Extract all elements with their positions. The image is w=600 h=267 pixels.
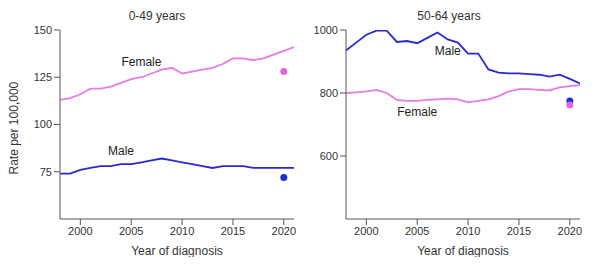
svg-text:75: 75 <box>40 166 52 178</box>
svg-text:2005: 2005 <box>119 225 143 237</box>
svg-text:2005: 2005 <box>405 225 429 237</box>
svg-text:800: 800 <box>320 87 338 99</box>
svg-text:2010: 2010 <box>456 225 480 237</box>
svg-text:Female: Female <box>397 105 437 119</box>
svg-text:Year of diagnosis: Year of diagnosis <box>417 244 509 257</box>
svg-text:2015: 2015 <box>221 225 245 237</box>
svg-text:Year of diagnosis: Year of diagnosis <box>131 244 223 257</box>
svg-text:600: 600 <box>320 150 338 162</box>
svg-text:2020: 2020 <box>272 225 296 237</box>
svg-text:Female: Female <box>121 55 161 69</box>
svg-text:150: 150 <box>34 24 52 36</box>
svg-text:Male: Male <box>435 44 461 58</box>
svg-text:2010: 2010 <box>170 225 194 237</box>
svg-text:125: 125 <box>34 71 52 83</box>
svg-text:Rate per 100,000: Rate per 100,000 <box>8 81 21 174</box>
svg-text:100: 100 <box>34 118 52 130</box>
svg-text:1000: 1000 <box>314 24 338 36</box>
html-text:0-49 years: 0-49 years <box>128 9 186 23</box>
svg-text:2020: 2020 <box>558 225 582 237</box>
svg-text:2000: 2000 <box>354 225 378 237</box>
svg-text:Male: Male <box>108 144 134 158</box>
html-text:50-64 years: 50-64 years <box>417 9 481 23</box>
svg-text:2015: 2015 <box>507 225 531 237</box>
svg-text:2000: 2000 <box>68 225 92 237</box>
